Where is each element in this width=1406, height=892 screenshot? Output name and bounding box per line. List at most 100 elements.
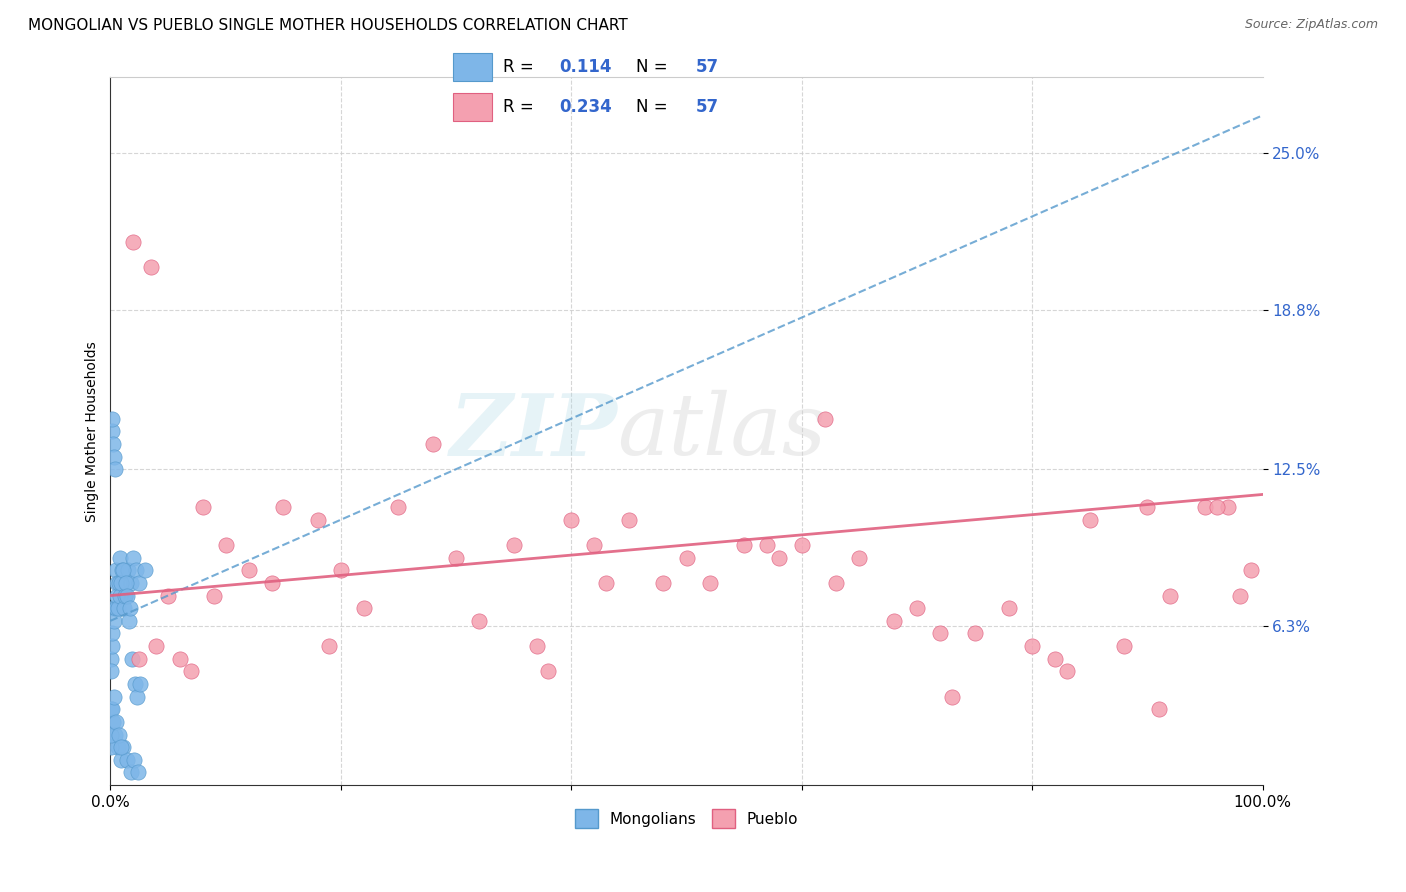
Point bbox=[214, 538, 236, 552]
Point bbox=[117, 563, 139, 577]
Point bbox=[699, 575, 721, 590]
Text: R =: R = bbox=[503, 98, 538, 116]
Point bbox=[110, 575, 132, 590]
Point bbox=[238, 563, 260, 577]
Point bbox=[111, 563, 134, 577]
Point bbox=[1240, 563, 1263, 577]
Point bbox=[768, 550, 790, 565]
Point bbox=[120, 765, 142, 780]
Point bbox=[103, 690, 125, 704]
Point bbox=[112, 601, 135, 615]
Point bbox=[318, 639, 340, 653]
Point bbox=[617, 513, 640, 527]
Point bbox=[1056, 665, 1078, 679]
Point bbox=[169, 651, 191, 665]
Point bbox=[127, 765, 149, 780]
Bar bbox=[453, 54, 492, 81]
Point bbox=[124, 677, 146, 691]
Point bbox=[883, 614, 905, 628]
Point bbox=[104, 601, 127, 615]
Legend: Mongolians, Pueblo: Mongolians, Pueblo bbox=[568, 803, 804, 834]
Point bbox=[145, 639, 167, 653]
Point bbox=[115, 589, 138, 603]
Point bbox=[1114, 639, 1136, 653]
Point bbox=[100, 651, 122, 665]
Point bbox=[122, 235, 145, 249]
Point bbox=[1205, 500, 1227, 514]
Text: 57: 57 bbox=[696, 98, 718, 116]
Point bbox=[825, 575, 848, 590]
Point bbox=[111, 563, 134, 577]
Point bbox=[202, 589, 225, 603]
Point bbox=[122, 753, 145, 767]
Point bbox=[329, 563, 352, 577]
Point bbox=[112, 575, 135, 590]
Point bbox=[1194, 500, 1216, 514]
Point bbox=[110, 740, 132, 755]
Point bbox=[941, 690, 963, 704]
Point bbox=[905, 601, 928, 615]
Point bbox=[790, 538, 813, 552]
Point bbox=[108, 589, 131, 603]
Point bbox=[125, 563, 148, 577]
Point bbox=[101, 639, 124, 653]
Point bbox=[756, 538, 779, 552]
Point bbox=[560, 513, 582, 527]
Text: ZIP: ZIP bbox=[450, 390, 617, 473]
Text: MONGOLIAN VS PUEBLO SINGLE MOTHER HOUSEHOLDS CORRELATION CHART: MONGOLIAN VS PUEBLO SINGLE MOTHER HOUSEH… bbox=[28, 18, 628, 33]
Point bbox=[1045, 651, 1067, 665]
Point bbox=[1229, 589, 1251, 603]
Point bbox=[814, 411, 837, 425]
Point bbox=[929, 626, 952, 640]
Point bbox=[107, 601, 129, 615]
Text: atlas: atlas bbox=[617, 390, 827, 473]
Point bbox=[129, 677, 152, 691]
Point bbox=[103, 601, 125, 615]
Point bbox=[128, 651, 150, 665]
Point bbox=[110, 753, 132, 767]
Point bbox=[100, 424, 122, 438]
Point bbox=[963, 626, 986, 640]
Point bbox=[100, 727, 122, 741]
Point bbox=[103, 450, 125, 464]
Point bbox=[105, 575, 128, 590]
Point bbox=[271, 500, 294, 514]
Point bbox=[157, 589, 180, 603]
Point bbox=[100, 665, 122, 679]
Point bbox=[105, 563, 128, 577]
Point bbox=[115, 753, 138, 767]
Point bbox=[1136, 500, 1159, 514]
Text: R =: R = bbox=[503, 58, 538, 76]
Point bbox=[1159, 589, 1181, 603]
Point bbox=[675, 550, 697, 565]
Point bbox=[105, 714, 128, 729]
Point bbox=[121, 651, 143, 665]
Point bbox=[101, 437, 124, 451]
Point bbox=[105, 589, 128, 603]
Point bbox=[444, 550, 467, 565]
Point bbox=[134, 563, 156, 577]
Point bbox=[307, 513, 329, 527]
Point bbox=[112, 740, 135, 755]
Point bbox=[118, 614, 141, 628]
Point bbox=[101, 411, 124, 425]
Point bbox=[128, 575, 150, 590]
Point bbox=[107, 740, 129, 755]
Bar bbox=[453, 93, 492, 120]
Text: 57: 57 bbox=[696, 58, 718, 76]
Point bbox=[108, 575, 131, 590]
Point bbox=[120, 575, 142, 590]
Text: Source: ZipAtlas.com: Source: ZipAtlas.com bbox=[1244, 18, 1378, 31]
Point bbox=[115, 575, 138, 590]
Point bbox=[583, 538, 606, 552]
Point bbox=[122, 550, 145, 565]
Point bbox=[100, 740, 122, 755]
Point bbox=[353, 601, 375, 615]
Point bbox=[1147, 702, 1170, 716]
Text: 0.114: 0.114 bbox=[560, 58, 612, 76]
Text: N =: N = bbox=[636, 98, 673, 116]
Point bbox=[139, 260, 162, 274]
Point bbox=[595, 575, 617, 590]
Point bbox=[104, 462, 127, 476]
Point bbox=[114, 589, 136, 603]
